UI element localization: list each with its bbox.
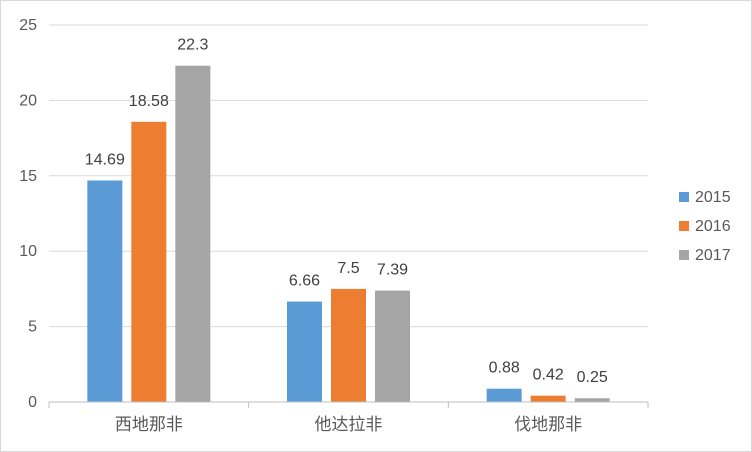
- legend-label: 2016: [695, 218, 731, 235]
- y-tick-label: 0: [28, 394, 37, 411]
- x-category-label: 他达拉非: [315, 415, 383, 435]
- data-label: 6.66: [289, 273, 320, 290]
- bar-2017-0: [175, 65, 211, 402]
- bar-2017-1: [375, 290, 410, 402]
- legend-swatch-2015: [679, 192, 689, 202]
- legend-swatch-2016: [679, 221, 689, 231]
- data-label: 22.3: [177, 37, 208, 54]
- y-tick-label: 20: [19, 92, 37, 109]
- x-category-label: 伐地那非: [514, 415, 582, 435]
- bar-2017-2: [574, 398, 610, 402]
- y-tick-label: 5: [28, 319, 37, 336]
- data-label: 7.5: [337, 260, 359, 277]
- bar-2015-1: [287, 301, 322, 402]
- x-category-label: 西地那非: [115, 415, 183, 435]
- bar-2015-0: [87, 180, 123, 402]
- data-label: 14.69: [85, 151, 125, 168]
- data-label: 0.25: [577, 369, 608, 386]
- data-label: 18.58: [129, 93, 169, 110]
- bar-2015-2: [486, 388, 522, 402]
- data-label: 0.42: [533, 367, 564, 384]
- legend: 2015 2016 2017: [679, 189, 731, 264]
- axes: 0 5 10 15 20 25 西地那非 他达拉非 伐地那非: [19, 17, 649, 435]
- y-tick-label: 15: [19, 168, 37, 185]
- data-label: 7.39: [377, 262, 408, 279]
- legend-label: 2015: [695, 189, 731, 206]
- bar-2016-0: [131, 121, 167, 402]
- y-tick-label: 10: [19, 243, 37, 260]
- bar-2016-1: [331, 288, 366, 402]
- bar-2016-2: [530, 395, 566, 402]
- data-label: 0.88: [489, 360, 520, 377]
- data-labels: 14.69 18.58 22.3 6.66 7.5 7.39 0.88 0.42 0.25: [85, 37, 608, 387]
- bars: [87, 65, 610, 402]
- legend-swatch-2017: [679, 250, 689, 260]
- legend-label: 2017: [695, 247, 731, 264]
- y-tick-label: 25: [19, 17, 37, 34]
